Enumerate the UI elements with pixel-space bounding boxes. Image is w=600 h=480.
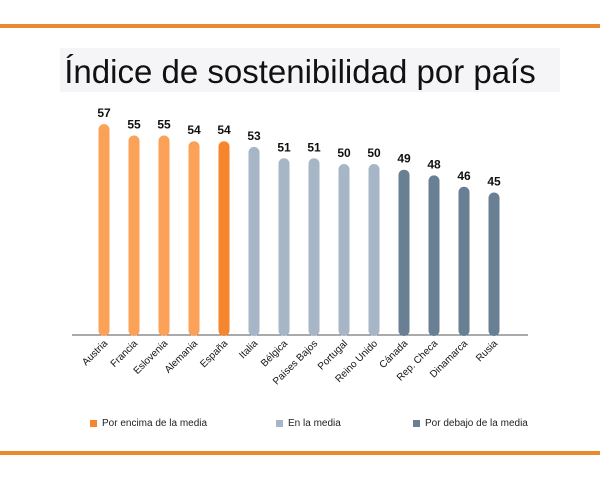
legend-swatch-above bbox=[90, 420, 97, 427]
bar-9 bbox=[368, 164, 380, 336]
bar-7 bbox=[308, 158, 320, 336]
data-label-5: 53 bbox=[247, 129, 261, 143]
legend: Por encima de la media En la media Por d… bbox=[0, 418, 600, 434]
bar-chart: 57Austria55Francia55Eslovenia54Alemania5… bbox=[72, 106, 528, 387]
bottom-rule bbox=[0, 451, 600, 455]
data-label-10: 49 bbox=[397, 152, 411, 166]
data-label-3: 54 bbox=[187, 123, 201, 137]
x-tick-label-0: Austria bbox=[80, 338, 110, 368]
data-label-13: 45 bbox=[487, 175, 501, 189]
bar-5 bbox=[248, 146, 260, 336]
chart-title: Índice de sostenibilidad por país bbox=[64, 53, 536, 90]
bar-4 bbox=[218, 141, 230, 336]
x-tick-label-3: Alemania bbox=[163, 338, 201, 376]
top-rule bbox=[0, 24, 600, 28]
x-tick-label-4: España bbox=[198, 338, 230, 370]
bar-6 bbox=[278, 158, 290, 336]
data-label-11: 48 bbox=[427, 157, 441, 171]
bar-10 bbox=[398, 169, 410, 336]
data-label-9: 50 bbox=[367, 146, 381, 160]
data-label-7: 51 bbox=[307, 140, 321, 154]
bar-13 bbox=[488, 192, 500, 336]
bar-11 bbox=[428, 175, 440, 336]
data-label-0: 57 bbox=[97, 106, 111, 120]
legend-item-at: En la media bbox=[276, 418, 341, 429]
title-band bbox=[60, 48, 560, 92]
bar-3 bbox=[188, 141, 200, 336]
x-tick-label-5: Italia bbox=[237, 338, 260, 361]
data-label-6: 51 bbox=[277, 140, 291, 154]
bar-8 bbox=[338, 164, 350, 336]
legend-item-above: Por encima de la media bbox=[90, 418, 207, 429]
x-tick-label-13: Rusia bbox=[474, 338, 500, 364]
legend-label-below: Por debajo de la media bbox=[425, 418, 528, 429]
legend-label-at: En la media bbox=[288, 418, 341, 429]
legend-swatch-below bbox=[413, 420, 420, 427]
legend-label-above: Por encima de la media bbox=[102, 418, 208, 429]
data-label-2: 55 bbox=[157, 118, 171, 132]
legend-swatch-at bbox=[276, 420, 283, 427]
data-label-4: 54 bbox=[217, 123, 231, 137]
data-label-8: 50 bbox=[337, 146, 351, 160]
bar-12 bbox=[458, 186, 470, 336]
data-label-12: 46 bbox=[457, 169, 471, 183]
legend-item-below: Por debajo de la media bbox=[413, 418, 528, 429]
bar-2 bbox=[158, 135, 170, 336]
data-label-1: 55 bbox=[127, 118, 141, 132]
bar-1 bbox=[128, 135, 140, 336]
bar-0 bbox=[98, 124, 110, 336]
